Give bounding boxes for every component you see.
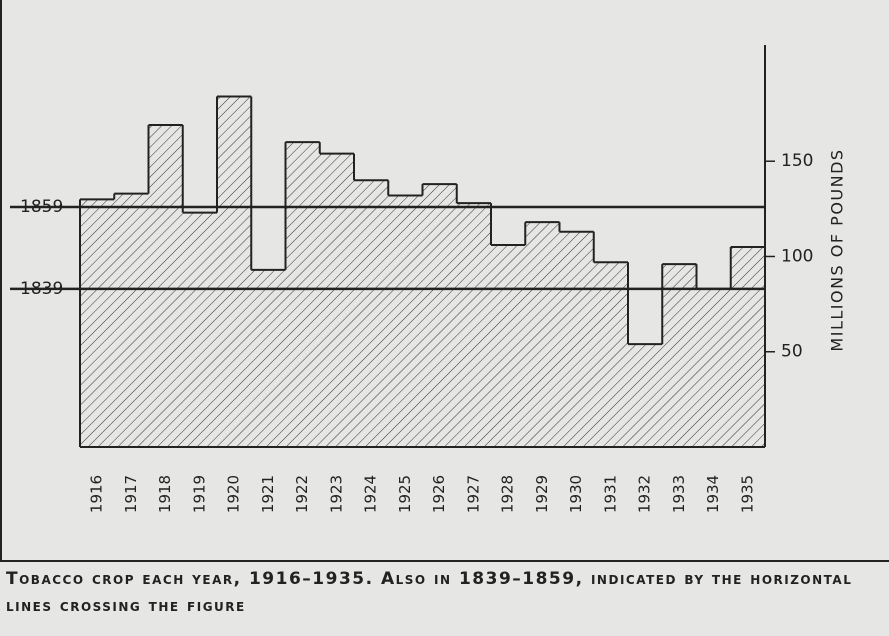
reference-label: 1839 xyxy=(20,279,63,299)
bar xyxy=(182,212,217,447)
bar xyxy=(559,231,594,447)
bar xyxy=(217,96,252,447)
y-axis-label: MILLIONS OF POUNDS xyxy=(828,148,847,351)
bar xyxy=(593,262,628,447)
bar xyxy=(388,195,423,447)
y-tick-label: 150 xyxy=(781,151,813,171)
x-tick-label: 1924 xyxy=(362,475,380,513)
bar xyxy=(319,153,354,447)
x-tick-label: 1922 xyxy=(293,475,311,513)
bar xyxy=(525,222,560,447)
x-tick-label: 1929 xyxy=(533,475,551,513)
bar xyxy=(491,245,526,447)
x-tick-label: 1925 xyxy=(396,475,414,513)
x-tick-label: 1917 xyxy=(122,475,140,513)
y-tick-label: 100 xyxy=(781,246,813,266)
x-tick-label: 1920 xyxy=(225,475,243,513)
bar xyxy=(80,199,115,447)
x-tick-label: 1930 xyxy=(567,475,585,513)
caption: Tobacco crop each year, 1916–1935. Also … xyxy=(6,569,853,616)
x-tick-label: 1935 xyxy=(738,475,756,513)
x-tick-label: 1931 xyxy=(601,475,619,513)
bar xyxy=(696,288,731,447)
x-tick-label: 1927 xyxy=(464,475,482,513)
x-tick-label: 1916 xyxy=(88,475,106,513)
bar xyxy=(662,264,697,447)
bar xyxy=(422,184,457,447)
x-tick-label: 1933 xyxy=(670,475,688,513)
bar xyxy=(730,246,765,447)
x-tick-label: 1926 xyxy=(430,475,448,513)
x-tick-label: 1919 xyxy=(190,475,208,513)
x-tick-label: 1934 xyxy=(704,475,722,513)
x-tick-label: 1918 xyxy=(156,475,174,513)
bar xyxy=(354,180,389,447)
y-tick-label: 50 xyxy=(781,342,803,362)
bar xyxy=(285,142,320,447)
x-tick-label: 1928 xyxy=(499,475,517,513)
bar xyxy=(628,344,663,447)
reference-label: 1859 xyxy=(20,197,63,217)
bar xyxy=(148,125,183,448)
bar xyxy=(251,269,286,447)
x-tick-label: 1921 xyxy=(259,475,277,513)
bar xyxy=(114,193,149,447)
x-tick-label: 1932 xyxy=(636,475,654,513)
x-tick-label: 1923 xyxy=(327,475,345,513)
bar xyxy=(456,203,491,447)
